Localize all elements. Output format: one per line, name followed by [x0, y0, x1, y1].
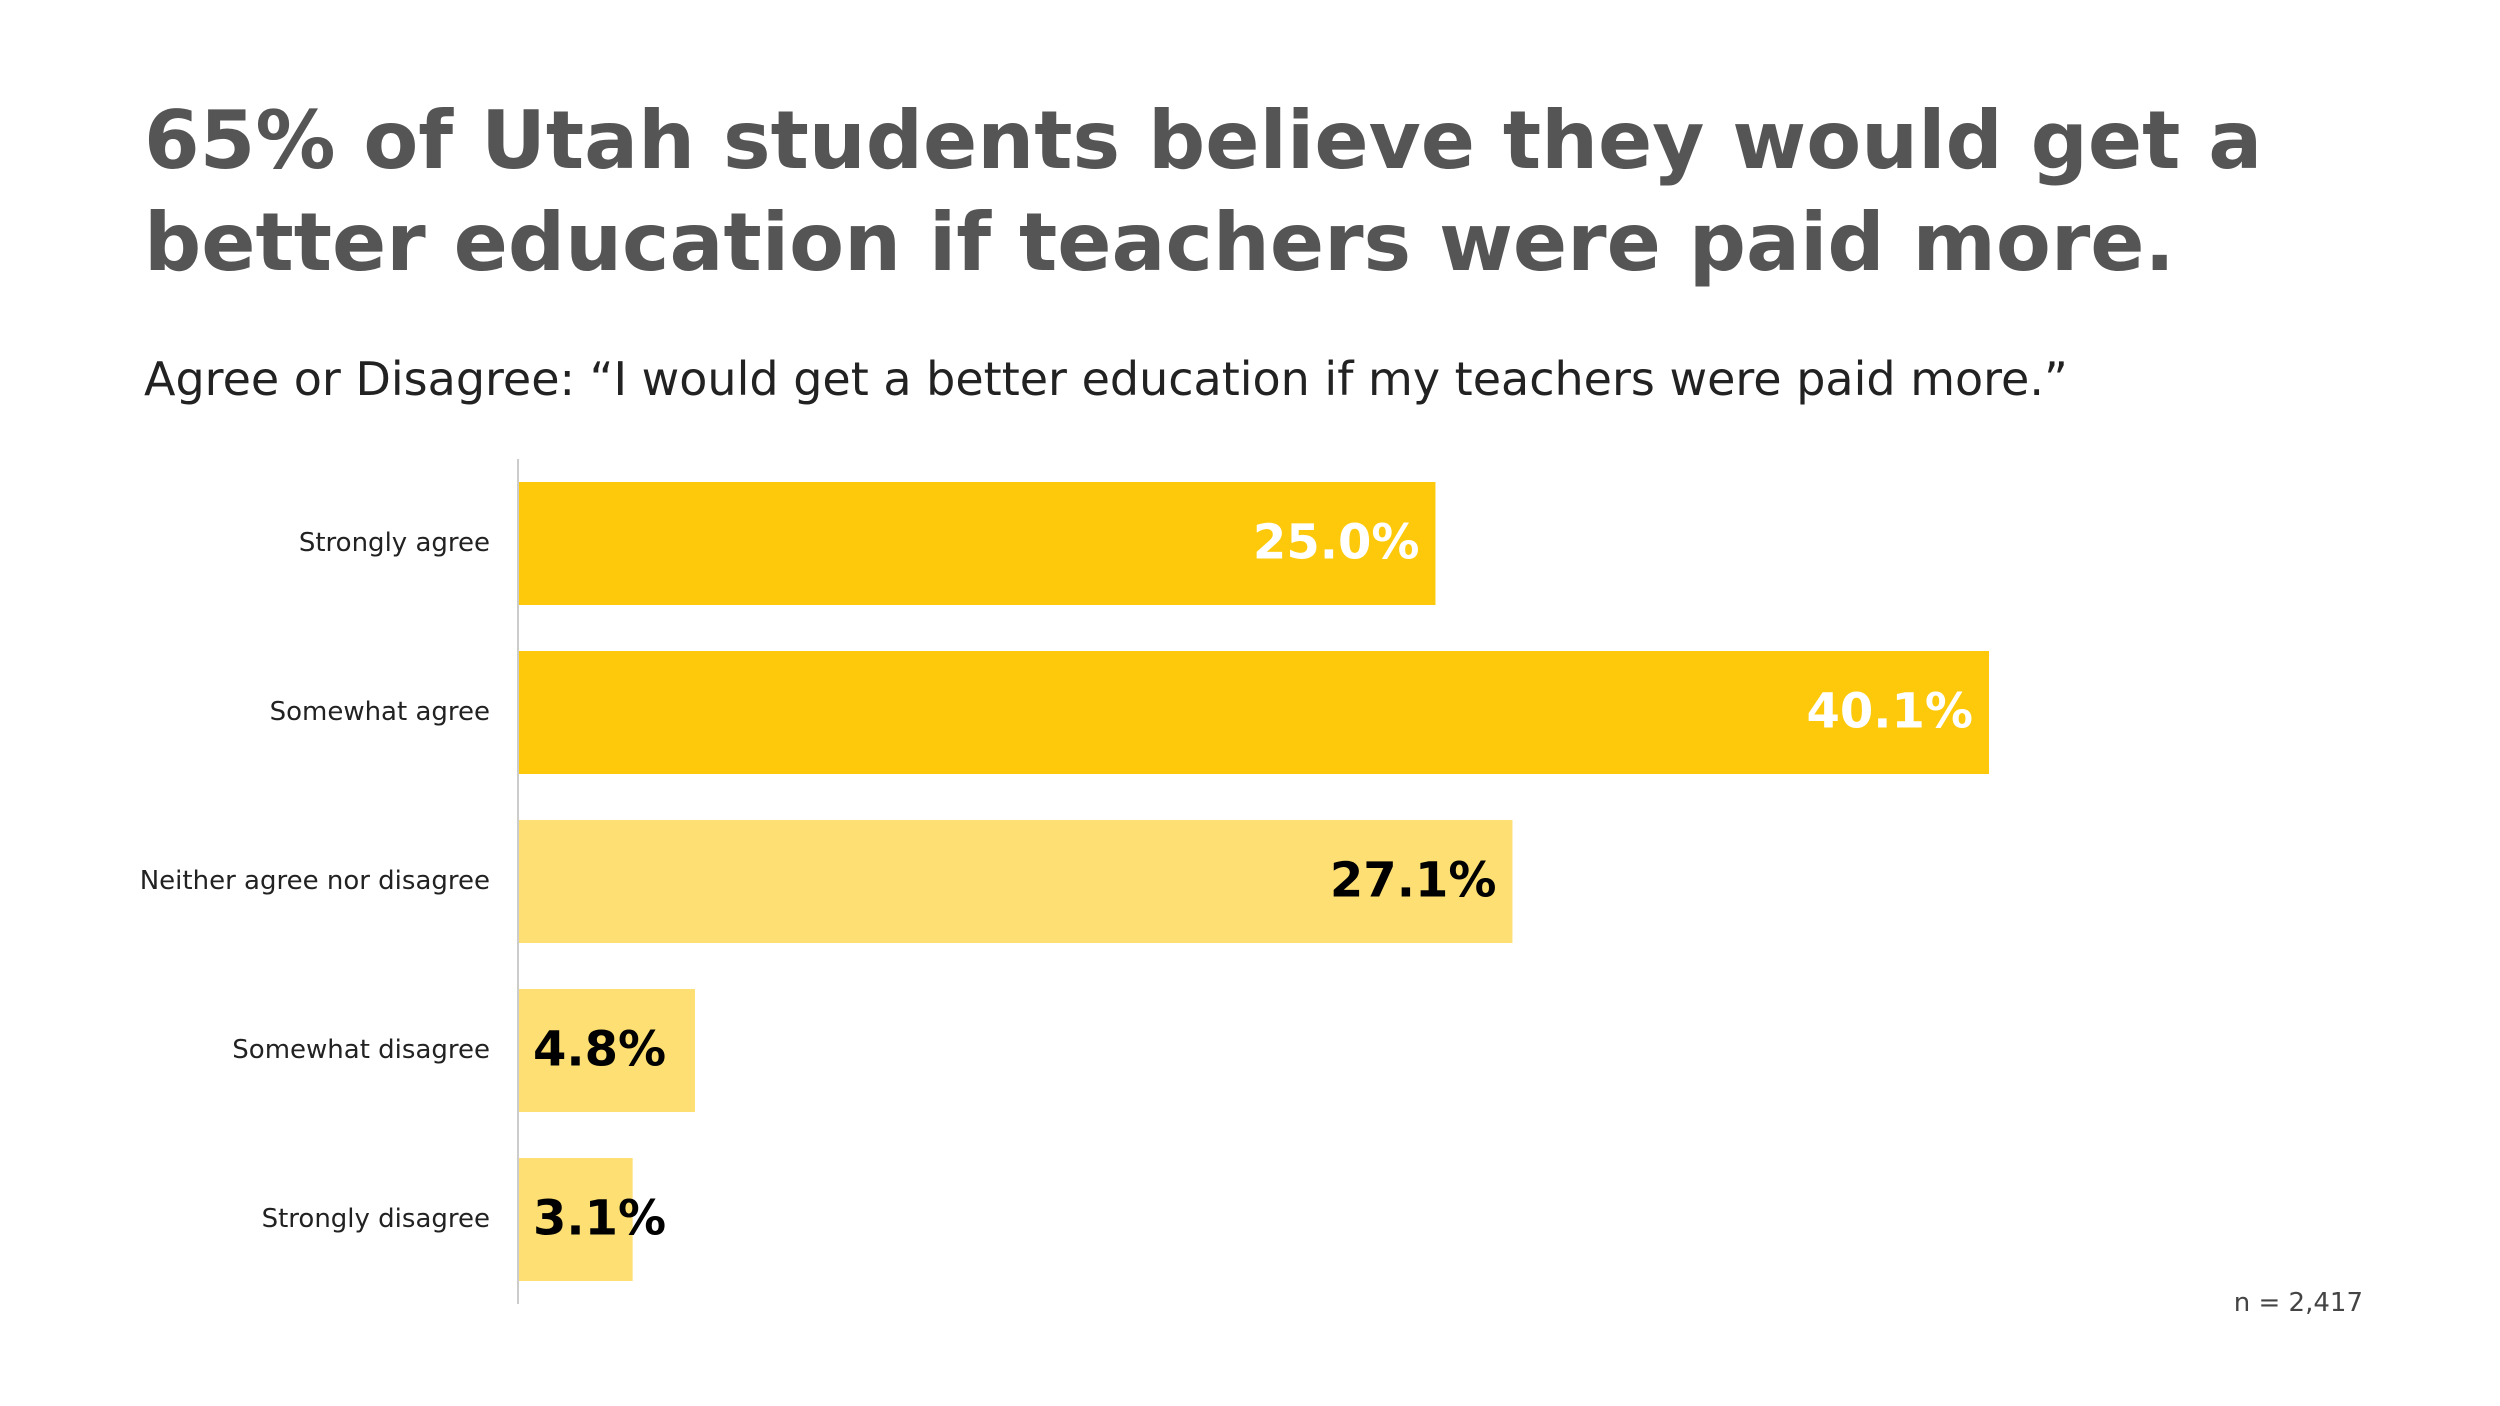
bar	[519, 651, 1989, 774]
sample-note: n = 2,417	[2233, 1288, 2363, 1318]
value-label: 4.8%	[533, 1022, 666, 1078]
category-label: Somewhat agree	[270, 697, 490, 727]
chart-title: 65% of Utah students believe they would …	[144, 94, 2263, 289]
category-label: Strongly agree	[299, 528, 490, 558]
value-label: 3.1%	[533, 1191, 666, 1247]
value-label: 25.0%	[1253, 515, 1420, 571]
bar	[519, 820, 1513, 943]
value-label: 40.1%	[1806, 684, 1973, 740]
category-label: Somewhat disagree	[232, 1035, 490, 1065]
category-label: Strongly disagree	[262, 1204, 490, 1234]
bar	[519, 482, 1436, 605]
category-label: Neither agree nor disagree	[140, 866, 490, 896]
bar	[519, 989, 695, 1112]
chart-subtitle: Agree or Disagree: “I would get a better…	[144, 352, 2068, 406]
value-label: 27.1%	[1330, 853, 1497, 909]
bar	[519, 1158, 633, 1281]
